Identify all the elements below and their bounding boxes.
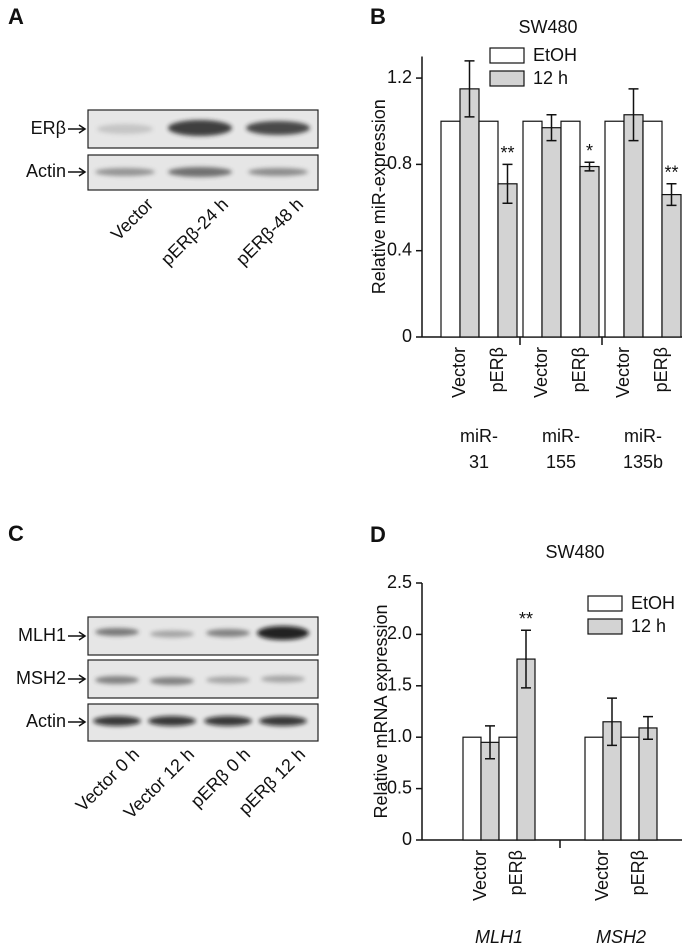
- y-tick-label: 0: [402, 326, 412, 346]
- legend-swatch: [489, 70, 525, 87]
- lane-label: Vector: [107, 194, 157, 244]
- group-label: miR-: [624, 426, 662, 446]
- bar: [541, 127, 562, 338]
- error-bar: [485, 725, 495, 760]
- bar: [498, 736, 518, 841]
- legend-label: 12 h: [631, 616, 666, 636]
- y-tick-label: 0.5: [387, 777, 412, 797]
- error-bar: [666, 183, 677, 207]
- blot-row-label: ERβ: [31, 118, 66, 138]
- arrow: [68, 674, 87, 684]
- group-label: MLH1: [475, 927, 523, 947]
- bar: [462, 736, 482, 841]
- y-tick-label: 1.5: [387, 675, 412, 695]
- y-tick-label: 2.0: [387, 623, 412, 643]
- arrow: [68, 631, 87, 641]
- bar: [638, 727, 658, 841]
- lane-label: pERβ-24 h: [157, 194, 232, 269]
- group-label: miR-: [460, 426, 498, 446]
- bar: [623, 114, 644, 338]
- group-label: MSH2: [596, 927, 646, 947]
- x-tick-label: pERβ: [506, 850, 526, 895]
- x-tick-label: Vector: [613, 347, 633, 398]
- y-axis-label: Relative miR-expression: [369, 99, 389, 294]
- y-tick-label: 0.4: [387, 239, 412, 259]
- legend-label: EtOH: [533, 45, 577, 65]
- chart-title: SW480: [518, 17, 577, 37]
- error-bar: [464, 60, 475, 118]
- significance-label: **: [664, 163, 678, 183]
- bar: [579, 165, 600, 338]
- legend-label: 12 h: [533, 68, 568, 88]
- blot-a: [87, 109, 319, 191]
- error-bar: [607, 697, 617, 747]
- arrow: [68, 167, 87, 177]
- bar: [560, 120, 581, 338]
- bar: [459, 88, 480, 338]
- panel-letter: B: [370, 4, 386, 29]
- bar: [604, 120, 625, 338]
- blot-c: [87, 616, 319, 742]
- bar: [661, 193, 682, 338]
- y-tick-label: 1.2: [387, 67, 412, 87]
- bar: [440, 120, 461, 338]
- x-tick-label: Vector: [592, 850, 612, 901]
- y-tick-label: 1.0: [387, 726, 412, 746]
- panel-letter: D: [370, 522, 386, 547]
- arrow: [68, 717, 87, 727]
- bar: [478, 120, 499, 338]
- error-bar: [628, 88, 639, 142]
- bar: [497, 183, 518, 338]
- error-bar: [521, 629, 531, 689]
- x-tick-label: pERβ: [628, 850, 648, 895]
- bar: [584, 736, 604, 841]
- group-label: 31: [469, 452, 489, 472]
- blot-row-label: Actin: [26, 161, 66, 181]
- error-bar: [546, 114, 557, 142]
- bar: [642, 120, 663, 338]
- arrow: [68, 124, 87, 134]
- x-tick-label: pERβ: [569, 347, 589, 392]
- error-bar: [502, 163, 513, 204]
- blot-row-label: MLH1: [18, 625, 66, 645]
- blot-row-label: Actin: [26, 711, 66, 731]
- legend-swatch: [489, 47, 525, 64]
- y-tick-label: 2.5: [387, 572, 412, 592]
- bar: [620, 736, 640, 841]
- bar: [522, 120, 543, 338]
- y-tick-label: 0: [402, 829, 412, 849]
- error-bar: [584, 161, 595, 172]
- x-tick-label: Vector: [531, 347, 551, 398]
- group-label: miR-: [542, 426, 580, 446]
- legend-swatch: [587, 595, 623, 612]
- group-label: 155: [546, 452, 576, 472]
- x-tick-label: Vector: [470, 850, 490, 901]
- blot-row-label: MSH2: [16, 668, 66, 688]
- legend-label: EtOH: [631, 593, 675, 613]
- significance-label: **: [500, 143, 514, 163]
- chart-title: SW480: [545, 542, 604, 562]
- significance-label: **: [519, 609, 533, 629]
- group-label: 135b: [623, 452, 663, 472]
- x-tick-label: Vector: [449, 347, 469, 398]
- panel-letter: A: [8, 4, 24, 29]
- significance-label: *: [586, 141, 593, 161]
- panel-letter: C: [8, 521, 24, 546]
- x-tick-label: pERβ: [487, 347, 507, 392]
- y-tick-label: 0.8: [387, 153, 412, 173]
- lane-label: pERβ-48 h: [232, 194, 307, 269]
- y-axis-label: Relative mRNA expression: [371, 604, 391, 818]
- legend-swatch: [587, 618, 623, 635]
- error-bar: [643, 715, 653, 741]
- x-tick-label: pERβ: [651, 347, 671, 392]
